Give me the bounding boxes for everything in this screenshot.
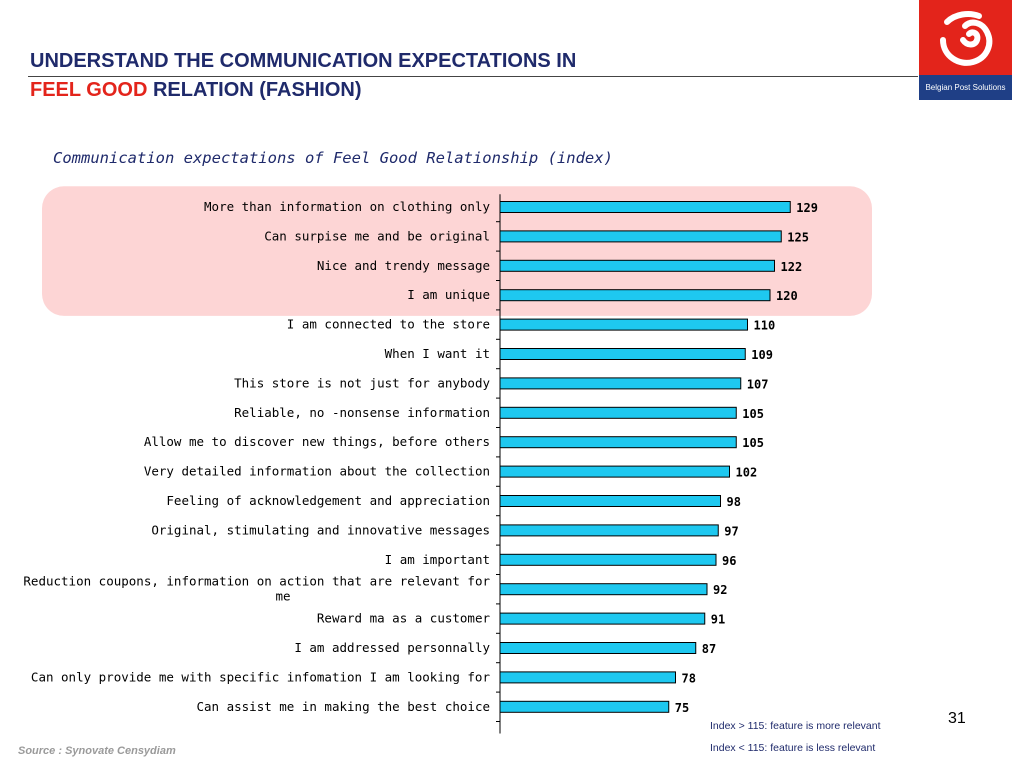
data-label: 97 [724,524,738,538]
category-label: Nice and trendy message [317,258,490,273]
data-label: 122 [781,260,803,274]
data-label: 96 [722,554,736,568]
bar [499,495,721,507]
bar [499,465,730,478]
logo-text: Belgian Post Solutions [919,75,1012,100]
category-label: Feeling of acknowledgement and appreciat… [166,493,490,508]
bar [499,377,742,390]
data-label: 102 [736,466,758,480]
bar [499,318,748,331]
category-label: I am connected to the store [287,317,490,332]
bar [499,583,708,596]
data-label: 110 [754,319,776,333]
bar [499,642,697,654]
bar [499,259,775,272]
page-title: UNDERSTAND THE COMMUNICATION EXPECTATION… [30,47,576,105]
category-label: Original, stimulating and innovative mes… [151,522,490,537]
bar [499,201,791,213]
bar [499,436,737,449]
data-label: 120 [776,289,798,303]
category-label: I am addressed personnally [294,640,490,655]
data-label: 87 [702,642,716,656]
category-label: Reward ma as a customer [317,611,491,626]
category-label: Reduction coupons, information on action… [23,574,490,589]
data-label: 98 [727,495,741,509]
category-label: Can surpise me and be original [264,228,490,243]
category-label: Can only provide me with specific infoma… [31,669,491,684]
category-label: I am important [385,552,490,567]
page-number: 31 [948,710,966,727]
category-label: Very detailed information about the coll… [144,464,490,479]
data-label: 105 [742,436,764,450]
data-label: 92 [713,583,727,597]
bar [499,553,717,566]
data-label: 107 [747,377,769,391]
data-label: 109 [751,348,773,362]
post-horn-icon [940,11,993,66]
data-label: 75 [675,701,689,715]
category-label: When I want it [385,346,490,361]
data-label: 129 [796,201,818,215]
data-label: 91 [711,613,725,627]
category-label: Allow me to discover new things, before … [144,434,490,449]
category-label: This store is not just for anybody [234,375,490,390]
bar [499,612,706,625]
data-label: 125 [787,230,809,244]
bar [499,348,746,360]
category-label: Reliable, no -nonsense information [234,405,490,420]
category-label: I am unique [407,287,490,302]
data-label: 105 [742,407,764,421]
bar [499,406,737,419]
bar [499,671,676,684]
bar [499,524,719,537]
bar [499,289,771,302]
category-label: me [275,589,290,604]
title-highlight: FEEL GOOD [30,79,148,101]
title-line-2: RELATION (FASHION) [152,79,362,101]
bar [499,230,782,243]
note-more-relevant: Index > 115: feature is more relevant [710,720,881,732]
category-label: Can assist me in making the best choice [197,699,491,714]
title-divider [28,76,918,77]
note-less-relevant: Index < 115: feature is less relevant [710,742,876,754]
data-label: 78 [682,671,696,685]
highlight-zone [42,186,872,316]
category-label: More than information on clothing only [204,199,490,214]
belgian-post-logo: Belgian Post Solutions [919,0,1012,100]
source-note: Source : Synovate Censydiam [18,745,176,757]
chart-subtitle: Communication expectations of Feel Good … [53,149,613,167]
bar [499,700,670,713]
title-line-1: UNDERSTAND THE COMMUNICATION EXPECTATION… [30,50,577,72]
